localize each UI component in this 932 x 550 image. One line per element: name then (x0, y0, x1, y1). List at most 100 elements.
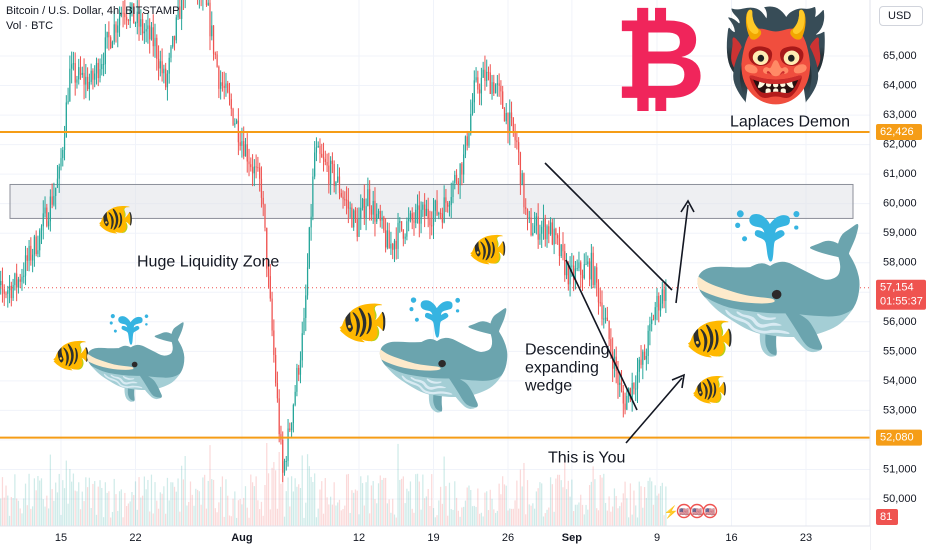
wedge-upper-line[interactable] (544, 162, 673, 291)
volume-bar (218, 502, 220, 526)
you-arrow-head[interactable] (671, 373, 686, 389)
volume-bar (21, 513, 23, 526)
volume-bar (76, 491, 78, 526)
time-tick-label[interactable]: Sep (562, 532, 582, 544)
volume-bar (141, 495, 144, 526)
candle-body (358, 218, 360, 237)
fish-icon[interactable]: 🐠 (468, 231, 508, 267)
time-axis[interactable]: 15 22 Aug 12 19 26 Sep 9 16 23 (0, 525, 870, 550)
time-axis-bg (0, 526, 870, 550)
wedge-label-line-2[interactable]: wedge (524, 378, 572, 395)
volume-bar (638, 481, 640, 526)
symbol-title[interactable]: Bitcoin / U.S. Dollar, 4h, BITSTAMP (6, 5, 180, 17)
volume-bar (416, 473, 419, 526)
price-tick-label[interactable]: 61,000 (883, 168, 917, 180)
current-price-tag-bg[interactable] (876, 279, 926, 310)
emoji-stickers[interactable]: 🐠🐠🐠🐠🐠🐠🐳 🐳 🐳👹₿🇺🇸 🇺🇸 🇺🇸⚡ (51, 0, 872, 519)
support-price-tag-bg[interactable] (876, 429, 922, 446)
volume-badge[interactable]: 81 (880, 511, 892, 523)
time-tick-label[interactable]: 12 (353, 532, 365, 544)
volume-bar (496, 510, 498, 526)
candle-body (259, 167, 261, 179)
resistance-price-tag-bg[interactable] (876, 124, 922, 141)
volume-bar (56, 492, 59, 526)
candle-body (115, 24, 117, 33)
price-tick-label[interactable]: 53,000 (883, 404, 917, 416)
whale-icon[interactable]: 🐳 (371, 291, 518, 423)
candle-body (439, 212, 442, 214)
volume-bar (280, 483, 282, 526)
volume-bar (205, 508, 208, 526)
fish-icon[interactable]: 🐠 (337, 299, 389, 346)
price-tick-label[interactable]: 59,000 (883, 227, 917, 239)
candle-body (31, 254, 34, 261)
breakout-arrow-line[interactable] (675, 204, 689, 304)
demon-icon[interactable]: 👹 (721, 3, 831, 106)
annotation-labels[interactable]: Huge Liquidity Zone Descendingexpandingwe… (137, 114, 850, 467)
time-tick-label[interactable]: 15 (55, 532, 67, 544)
event-badge[interactable] (702, 503, 718, 519)
price-tick-label[interactable]: 55,000 (883, 345, 917, 357)
whale-icon[interactable]: 🐳 (80, 310, 192, 410)
wedge-lower-line[interactable] (565, 259, 638, 411)
price-tick-label[interactable]: 62,000 (883, 139, 917, 151)
fish-icon[interactable]: 🐠 (51, 337, 91, 373)
volume-bar (147, 479, 149, 526)
volume-badge-bg[interactable] (876, 509, 898, 525)
wedge-label-line-1[interactable]: expanding (525, 360, 599, 377)
support-price-tag[interactable]: 52,080 (880, 432, 914, 444)
whale-icon[interactable]: 🐳 (686, 201, 873, 369)
currency-button[interactable]: USD (879, 6, 923, 26)
fish-icon[interactable]: 🐠 (685, 317, 735, 361)
price-tick-label[interactable]: 51,000 (883, 463, 917, 475)
volume-bar (296, 486, 298, 526)
time-tick-label[interactable]: 19 (427, 532, 439, 544)
liquidity-zone-label[interactable]: Huge Liquidity Zone (137, 254, 279, 271)
fish-icon[interactable]: 🐠 (97, 204, 134, 237)
price-tick-label[interactable]: 64,000 (883, 80, 917, 92)
volume-bar (170, 482, 172, 526)
candle-body (459, 163, 461, 186)
price-tick-label[interactable]: 63,000 (883, 109, 917, 121)
price-tick-label[interactable]: 56,000 (883, 316, 917, 328)
candle-body (106, 31, 108, 38)
current-price-tag[interactable]: 57,154 (880, 282, 914, 294)
wedge-label-line-0[interactable]: Descending (525, 342, 610, 359)
time-tick-label[interactable]: 26 (502, 532, 514, 544)
volume-bar (594, 479, 596, 526)
volume-bar (519, 469, 522, 526)
price-axis[interactable]: 50,00051,00052,00053,00054,00055,00056,0… (869, 0, 932, 550)
volume-bar (448, 482, 451, 526)
candle-body (413, 220, 415, 223)
trendline-drawings[interactable] (544, 162, 695, 444)
time-tick-label[interactable]: 22 (129, 532, 141, 544)
price-tick-label[interactable]: 50,000 (883, 493, 917, 505)
time-tick-label[interactable]: 23 (800, 532, 812, 544)
volume-bar (214, 508, 216, 526)
volume-indicator-title[interactable]: Vol · BTC (6, 20, 54, 32)
price-tick-label[interactable]: 58,000 (883, 257, 917, 269)
time-tick-label[interactable]: Aug (231, 532, 252, 544)
you-label[interactable]: This is You (548, 450, 625, 467)
candle-body (239, 142, 241, 146)
candle-body (333, 163, 335, 186)
price-tick-label[interactable]: 60,000 (883, 198, 917, 210)
lightning-icon[interactable]: ⚡ (664, 505, 679, 519)
volume-bar (292, 491, 294, 526)
resistance-price-tag[interactable]: 62,426 (880, 126, 914, 138)
candle-body (555, 228, 557, 236)
price-tick-label[interactable]: 65,000 (883, 50, 917, 62)
you-arrow-line[interactable] (625, 377, 683, 444)
candle-body (386, 230, 389, 248)
time-tick-label[interactable]: 9 (654, 532, 660, 544)
countdown-tag[interactable]: 01:55:37 (880, 296, 923, 308)
candle-body (235, 120, 238, 124)
candle-body (560, 244, 562, 257)
price-tick-label[interactable]: 54,000 (883, 375, 917, 387)
demon-label[interactable]: Laplaces Demon (730, 114, 850, 131)
breakout-arrow-head[interactable] (680, 199, 695, 213)
fish-icon[interactable]: 🐠 (691, 374, 728, 407)
volume-bar (267, 473, 270, 526)
time-tick-label[interactable]: 16 (725, 532, 737, 544)
